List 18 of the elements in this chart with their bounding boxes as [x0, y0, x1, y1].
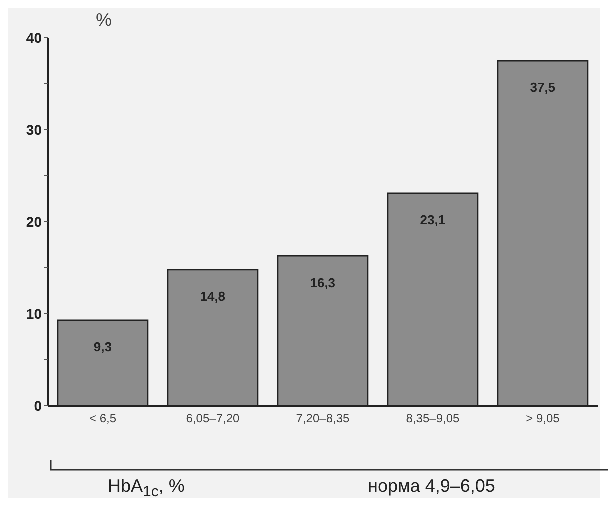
y-tick-label: 40: [26, 30, 42, 46]
y-tick-label: 30: [26, 122, 42, 138]
x-tick-label: 6,05–7,20: [186, 412, 240, 426]
data-label: 16,3: [310, 275, 336, 290]
y-tick-label: 20: [26, 214, 42, 230]
x-tick-label: < 6,5: [89, 412, 117, 426]
text: норма 4,9–6,05: [368, 476, 496, 497]
y-tick-label: 10: [26, 306, 42, 322]
x-tick-label: 7,20–8,35: [296, 412, 350, 426]
y-tick-label: 0: [34, 398, 42, 414]
x-tick-label: > 9,05: [526, 412, 560, 426]
data-label: 37,5: [530, 80, 556, 96]
data-label: 9,3: [94, 340, 112, 355]
x-axis-title: HbA$_{1c}$, %: [108, 476, 185, 501]
x-tick-label: 8,35–9,05: [406, 412, 460, 426]
data-label: 14,8: [200, 289, 226, 304]
data-label: 23,1: [420, 212, 446, 228]
y-axis-title: %: [96, 10, 112, 30]
